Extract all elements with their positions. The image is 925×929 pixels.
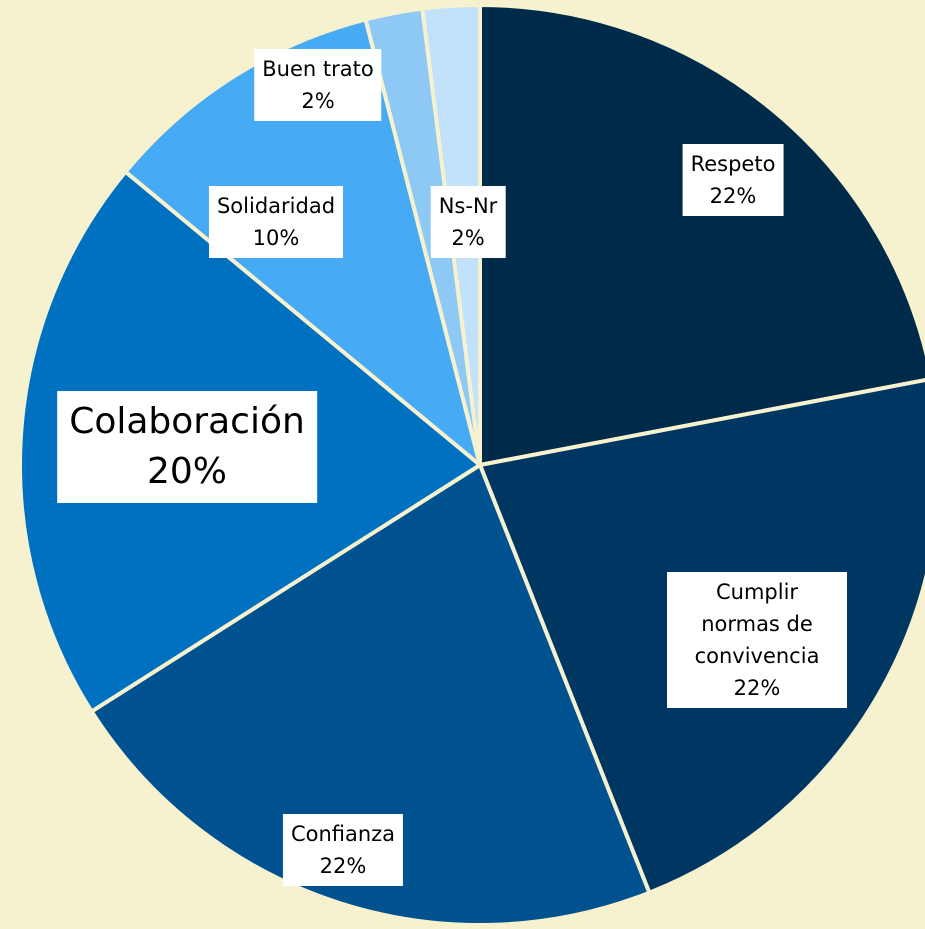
value-label: 22% (709, 184, 757, 208)
category-label: Solidaridad (216, 194, 336, 218)
value-label: 22% (733, 676, 781, 700)
value-label: 10% (252, 226, 300, 250)
category-label: Colaboración (69, 401, 305, 442)
value-label: 2% (301, 89, 335, 113)
category-label: Respeto (690, 152, 776, 176)
category-label: Ns-Nr (438, 194, 498, 218)
data-label: Respeto 22% (682, 144, 784, 216)
value-label: 20% (146, 451, 228, 492)
data-label: Ns-Nr 2% (430, 186, 506, 258)
data-label: Colaboración 20% (57, 391, 317, 503)
category-label: Confianza (290, 822, 396, 846)
data-label: Cumplir normas de convivencia 22% (667, 572, 847, 708)
data-label: Buen trato 2% (254, 49, 382, 121)
pie-slice (478, 3, 925, 467)
pie-slice (89, 463, 652, 927)
value-label: 22% (319, 854, 367, 878)
data-label: Solidaridad 10% (208, 186, 344, 258)
value-label: 2% (451, 226, 485, 250)
data-label: Confianza 22% (282, 814, 404, 886)
category-label: Cumplir normas de convivencia (694, 580, 820, 668)
category-label: Buen trato (262, 57, 374, 81)
